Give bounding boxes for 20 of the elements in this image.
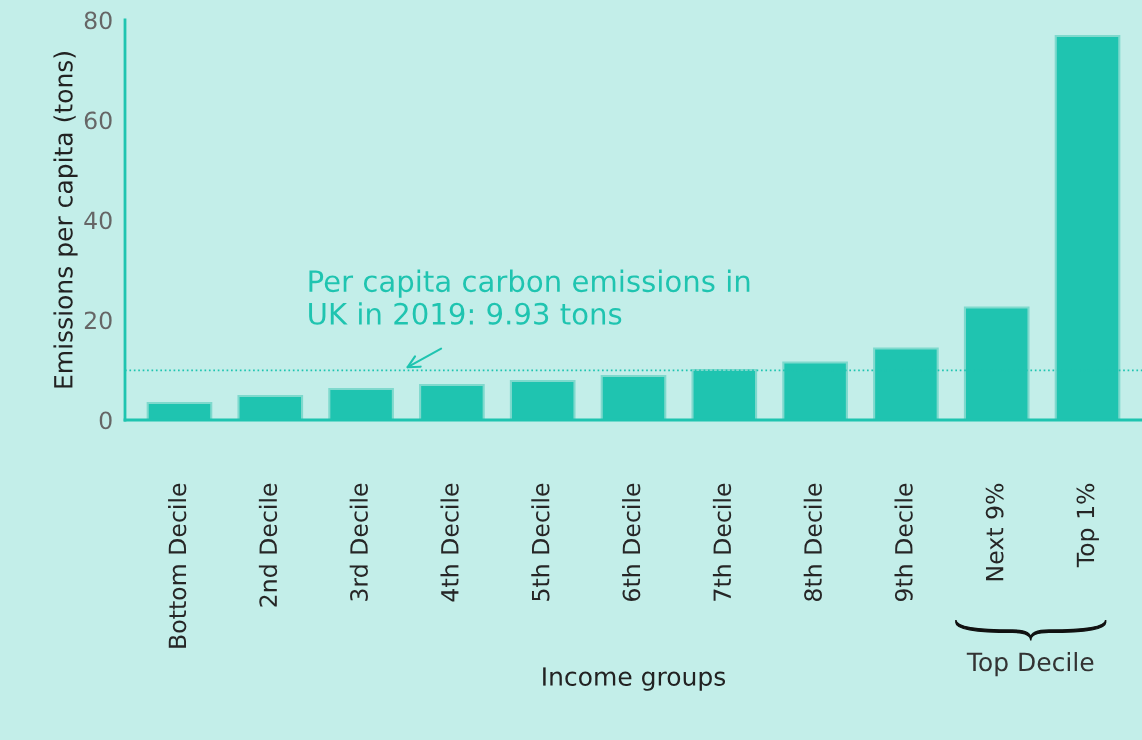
x-tick-label: Top 1% (1076, 483, 1099, 568)
y-tick-label: 20 (84, 311, 112, 330)
y-tick-label: 40 (84, 211, 112, 230)
y-tick-label: 0 (99, 411, 112, 430)
y-tick-label: 80 (84, 11, 112, 30)
x-tick-label: Bottom Decile (168, 483, 187, 648)
ref-line-label: Per capita carbon emissions in UK in 2019: 9.93 tons (309, 269, 750, 325)
x-tick-label: 3rd Decile (349, 483, 368, 601)
x-tick-label: 2nd Decile (258, 483, 278, 607)
x-tick-label: 8th Decile (803, 483, 822, 601)
x-tick-label: 5th Decile (531, 483, 550, 601)
x-tick-label: Next 9% (985, 483, 1004, 581)
x-tick-label: 4th Decile (440, 483, 459, 602)
y-axis-title: Emissions per capita (tons) (53, 52, 78, 388)
x-axis-title: Income groups (543, 667, 726, 691)
y-tick-label: 60 (84, 111, 112, 130)
text: Top Decile (966, 652, 1094, 677)
x-tick-label: 7th Decile (712, 483, 732, 601)
x-tick-label: 9th Decile (894, 483, 913, 602)
x-tick-label: 6th Decile (622, 483, 641, 601)
